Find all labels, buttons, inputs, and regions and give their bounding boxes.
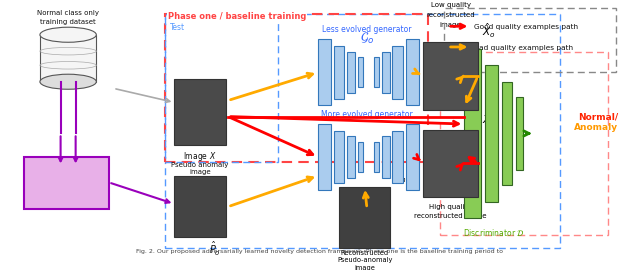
Bar	[165, 14, 559, 248]
Bar	[392, 46, 403, 99]
Bar	[358, 57, 364, 87]
Text: $\mathcal{G}_o$: $\mathcal{G}_o$	[360, 31, 374, 46]
Text: Pseudo-anomaly: Pseudo-anomaly	[337, 258, 392, 264]
Bar	[40, 35, 96, 82]
Bar	[516, 97, 524, 170]
Ellipse shape	[40, 27, 96, 42]
Bar	[165, 14, 428, 162]
Text: Anomaly: Anomaly	[574, 123, 618, 132]
Bar	[382, 52, 390, 93]
Bar	[174, 176, 226, 237]
Text: Less evolved generator: Less evolved generator	[323, 25, 412, 34]
Bar	[334, 46, 344, 99]
Bar	[502, 82, 512, 185]
Bar	[374, 57, 380, 87]
Text: Low quality: Low quality	[431, 2, 470, 8]
Bar	[392, 131, 403, 183]
Text: image: image	[354, 265, 375, 270]
Bar	[318, 124, 332, 190]
Bar	[406, 124, 419, 190]
Bar	[444, 8, 616, 72]
Bar	[374, 142, 380, 172]
Bar	[348, 136, 355, 178]
Text: training dataset: training dataset	[40, 19, 96, 25]
Text: $\hat{P}_o$: $\hat{P}_o$	[209, 240, 221, 258]
Bar	[165, 14, 278, 162]
Text: $\hat{X}_o$: $\hat{X}_o$	[482, 22, 495, 40]
Bar	[485, 65, 498, 202]
Bar	[464, 49, 481, 218]
Bar	[424, 130, 478, 197]
Bar	[339, 187, 390, 248]
Text: $\hat{X}_n$: $\hat{X}_n$	[482, 110, 495, 128]
Text: Discriminator $\mathcal{D}$: Discriminator $\mathcal{D}$	[463, 227, 525, 238]
Text: Image $X$: Image $X$	[183, 150, 216, 163]
Text: Pseudo anomaly: Pseudo anomaly	[31, 174, 102, 183]
Text: Fig. 2. Our proposed adversarially learned novelty detection framework. Phase on: Fig. 2. Our proposed adversarially learn…	[136, 249, 504, 254]
Bar	[318, 39, 332, 105]
Bar	[358, 142, 364, 172]
Bar	[334, 131, 344, 183]
Text: reconstructed: reconstructed	[426, 12, 475, 18]
Text: image: image	[189, 169, 211, 175]
Text: image: image	[440, 22, 461, 28]
Text: module: module	[50, 188, 83, 197]
Text: Normal/: Normal/	[578, 112, 618, 121]
Bar	[424, 42, 478, 110]
Bar	[406, 39, 419, 105]
Bar	[24, 157, 109, 209]
Text: Bad quality examples path: Bad quality examples path	[474, 45, 573, 51]
Text: $\hat{P}_n$: $\hat{P}_n$	[394, 167, 406, 185]
Text: Reconstructed: Reconstructed	[340, 250, 388, 256]
Ellipse shape	[40, 74, 96, 89]
Text: Pseudo anomaly: Pseudo anomaly	[171, 162, 228, 168]
Bar	[440, 52, 607, 235]
Text: Good quality examples path: Good quality examples path	[474, 24, 579, 30]
Bar	[382, 136, 390, 178]
Text: Test: Test	[170, 23, 185, 32]
Text: More evolved generator: More evolved generator	[321, 110, 413, 119]
Text: High quality: High quality	[429, 204, 472, 210]
Bar	[174, 79, 226, 145]
Text: reconstructed image: reconstructed image	[414, 213, 487, 219]
Text: $\mathcal{G}$ or $\mathcal{G}_n$: $\mathcal{G}$ or $\mathcal{G}_n$	[348, 187, 386, 200]
Bar	[348, 52, 355, 93]
Text: Phase one / baseline training: Phase one / baseline training	[168, 12, 306, 21]
Text: Normal class only: Normal class only	[37, 10, 99, 16]
